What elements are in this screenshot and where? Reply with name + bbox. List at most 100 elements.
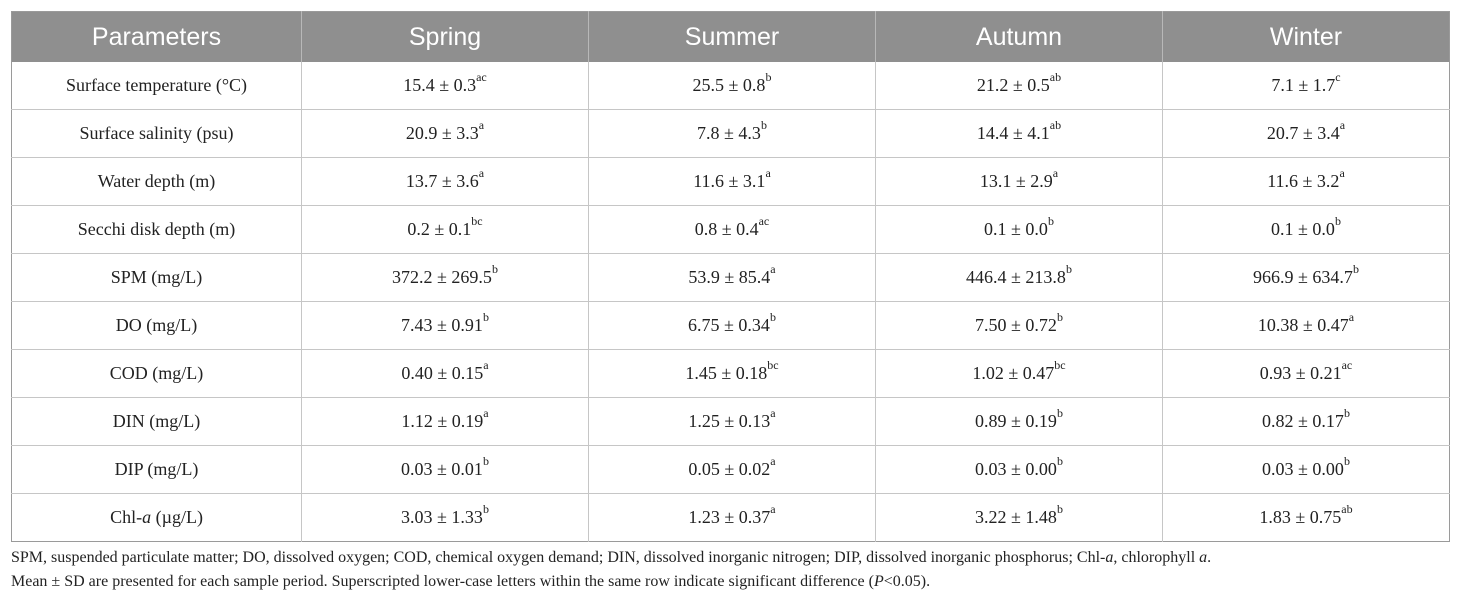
significance-letters: b <box>1056 502 1063 516</box>
significance-letters: b <box>1343 454 1350 468</box>
cell-value: 7.8 ± 4.3 <box>697 123 761 143</box>
significance-letters: a <box>770 502 776 516</box>
row-label-italic: a <box>142 507 152 527</box>
cell-value: 3.03 ± 1.33 <box>401 507 483 527</box>
table-cell: 1.45 ± 0.18bc <box>588 349 876 398</box>
table-cell: 25.5 ± 0.8b <box>588 62 876 110</box>
cell-value: 446.4 ± 213.8 <box>966 267 1066 287</box>
table-cell: 3.22 ± 1.48b <box>875 493 1163 542</box>
significance-letters: b <box>769 310 776 324</box>
row-label: DIN (mg/L) <box>11 397 302 446</box>
table-cell: 7.43 ± 0.91b <box>301 301 589 350</box>
significance-letters: c <box>1335 70 1341 84</box>
significance-letters: a <box>478 166 485 180</box>
cell-value: 1.02 ± 0.47 <box>972 363 1055 383</box>
row-label-text: DIP (mg/L) <box>114 459 199 479</box>
footnote-text: Mean ± SD are presented for each sample … <box>11 573 874 590</box>
footnote-text: . <box>1207 549 1212 566</box>
table-cell: 0.1 ± 0.0b <box>875 205 1163 254</box>
table-row: Secchi disk depth (m) 0.2 ± 0.1bc 0.8 ± 0.… <box>11 205 1450 254</box>
cell-value: 0.93 ± 0.21 <box>1259 363 1342 383</box>
row-label: DIP (mg/L) <box>11 445 302 494</box>
significance-letters: b <box>482 310 489 324</box>
row-label-text: SPM (mg/L) <box>110 267 203 287</box>
table-cell: 0.40 ± 0.15a <box>301 349 589 398</box>
cell-value: 0.89 ± 0.19 <box>975 411 1057 431</box>
significance-letters: bc <box>1054 358 1066 372</box>
cell-value: 3.22 ± 1.48 <box>975 507 1057 527</box>
cell-value: 0.03 ± 0.00 <box>1262 459 1344 479</box>
significance-letters: a <box>478 118 485 132</box>
table-cell: 6.75 ± 0.34b <box>588 301 876 350</box>
table-cell: 7.8 ± 4.3b <box>588 109 876 158</box>
table-cell: 13.7 ± 3.6a <box>301 157 589 206</box>
row-label-text: DIN (mg/L) <box>112 411 201 431</box>
table-cell: 53.9 ± 85.4a <box>588 253 876 302</box>
row-label-text: Secchi disk depth (m) <box>77 219 236 239</box>
cell-value: 7.50 ± 0.72 <box>975 315 1057 335</box>
significance-letters: ac <box>758 214 770 228</box>
cell-value: 0.03 ± 0.01 <box>401 459 483 479</box>
cell-value: 0.82 ± 0.17 <box>1262 411 1344 431</box>
table-row: Surface temperature (°C) 15.4 ± 0.3ac 25.5… <box>11 62 1450 110</box>
footnote-italic: a <box>1199 549 1208 566</box>
cell-value: 6.75 ± 0.34 <box>688 315 770 335</box>
significance-letters: a <box>483 358 489 372</box>
significance-letters: a <box>770 262 776 276</box>
footnote-abbreviations: SPM, suspended particulate matter; DO, d… <box>11 546 1451 570</box>
table-cell: 1.25 ± 0.13a <box>588 397 876 446</box>
cell-value: 966.9 ± 634.7 <box>1253 267 1353 287</box>
significance-letters: b <box>482 502 489 516</box>
table-cell: 0.82 ± 0.17b <box>1162 397 1450 446</box>
significance-letters: b <box>765 70 772 84</box>
significance-letters: ab <box>1049 118 1062 132</box>
row-label: Surface temperature (°C) <box>11 62 302 110</box>
table-row: DIP (mg/L) 0.03 ± 0.01b 0.05 ± 0.02a 0.03 ±… <box>11 445 1450 494</box>
row-label: DO (mg/L) <box>11 301 302 350</box>
cell-value: 1.45 ± 0.18 <box>685 363 768 383</box>
table-row: Water depth (m) 13.7 ± 3.6a 11.6 ± 3.1a 13.… <box>11 157 1450 206</box>
significance-letters: a <box>765 166 771 180</box>
header-winter: Winter <box>1162 11 1450 62</box>
cell-value: 0.2 ± 0.1 <box>407 219 472 239</box>
significance-letters: b <box>1056 454 1063 468</box>
table-header-row: Parameters Spring Summer Autumn Winter <box>11 11 1450 62</box>
significance-letters: b <box>482 454 489 468</box>
cell-value: 7.43 ± 0.91 <box>401 315 483 335</box>
table-cell: 11.6 ± 3.2a <box>1162 157 1450 206</box>
significance-letters: ab <box>1049 70 1062 84</box>
header-parameters: Parameters <box>11 11 302 62</box>
table-cell: 0.05 ± 0.02a <box>588 445 876 494</box>
cell-value: 0.1 ± 0.0 <box>1271 219 1335 239</box>
footnote-text: , chlorophyll <box>1113 549 1200 566</box>
cell-value: 13.7 ± 3.6 <box>405 171 479 191</box>
cell-value: 14.4 ± 4.1 <box>976 123 1050 143</box>
significance-letters: b <box>1056 406 1063 420</box>
table-cell: 20.7 ± 3.4a <box>1162 109 1450 158</box>
row-label-text: Water depth (m) <box>97 171 216 191</box>
table-cell: 11.6 ± 3.1a <box>588 157 876 206</box>
cell-value: 0.8 ± 0.4 <box>694 219 759 239</box>
cell-value: 0.40 ± 0.15 <box>401 363 484 383</box>
significance-letters: b <box>760 118 767 132</box>
significance-letters: ac <box>476 70 487 84</box>
table-cell: 1.02 ± 0.47bc <box>875 349 1163 398</box>
table-cell: 0.03 ± 0.01b <box>301 445 589 494</box>
data-table-container: Parameters Spring Summer Autumn Winter S… <box>11 11 1450 542</box>
cell-value: 21.2 ± 0.5 <box>976 75 1050 95</box>
table-cell: 13.1 ± 2.9a <box>875 157 1163 206</box>
significance-letters: ac <box>1341 358 1353 372</box>
row-label: COD (mg/L) <box>11 349 302 398</box>
table-cell: 0.2 ± 0.1bc <box>301 205 589 254</box>
table-cell: 0.89 ± 0.19b <box>875 397 1163 446</box>
significance-letters: b <box>1343 406 1350 420</box>
significance-letters: b <box>1334 214 1341 228</box>
table-cell: 372.2 ± 269.5b <box>301 253 589 302</box>
significance-letters: a <box>770 406 776 420</box>
cell-value: 11.6 ± 3.1 <box>693 171 766 191</box>
table-body: Surface temperature (°C) 15.4 ± 0.3ac 25.5… <box>11 62 1450 542</box>
significance-letters: b <box>1352 262 1359 276</box>
cell-value: 25.5 ± 0.8 <box>692 75 766 95</box>
cell-value: 0.1 ± 0.0 <box>984 219 1048 239</box>
table-footnotes: SPM, suspended particulate matter; DO, d… <box>11 546 1451 594</box>
